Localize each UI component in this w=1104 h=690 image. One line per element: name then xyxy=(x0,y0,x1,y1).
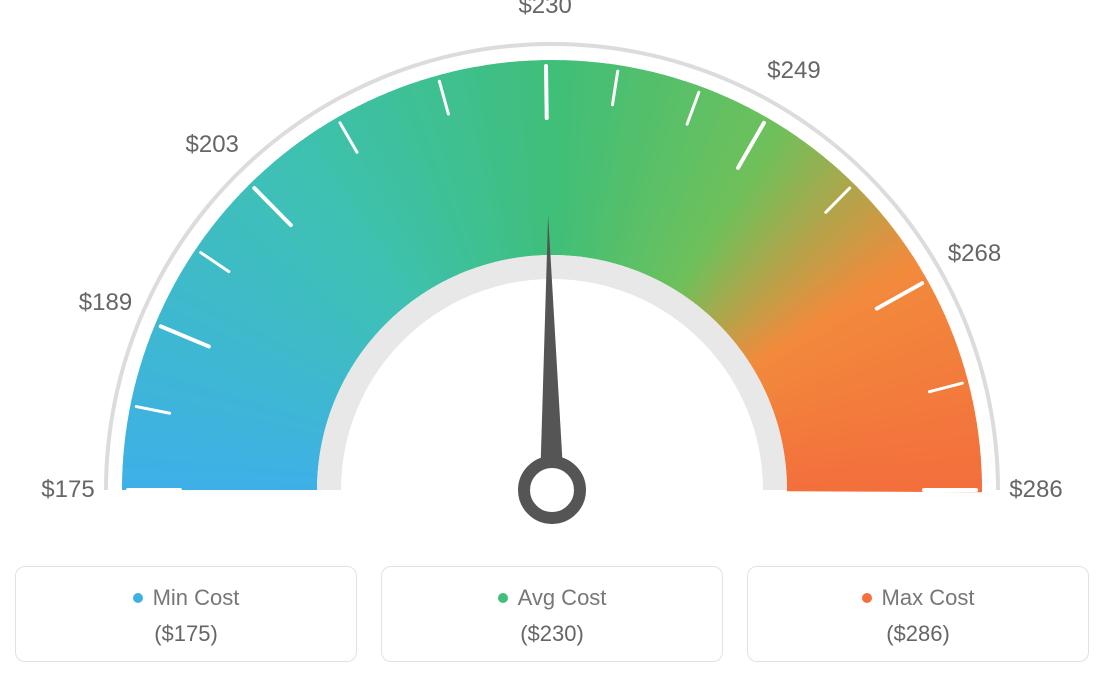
gauge-svg xyxy=(0,0,1104,560)
gauge-chart: $175 $189 $203 $230 $249 $268 $286 xyxy=(0,0,1104,560)
legend-min-value: ($175) xyxy=(26,621,346,647)
dot-icon xyxy=(498,593,508,603)
gauge-tick-label: $203 xyxy=(185,131,238,159)
legend-card-min: Min Cost ($175) xyxy=(15,566,357,662)
legend-min-label: Min Cost xyxy=(153,585,240,611)
gauge-tick-label: $230 xyxy=(518,0,571,20)
legend-card-avg: Avg Cost ($230) xyxy=(381,566,723,662)
gauge-tick-label: $286 xyxy=(1009,476,1062,504)
legend-max-title: Max Cost xyxy=(862,585,975,611)
legend-max-label: Max Cost xyxy=(882,585,975,611)
legend-avg-label: Avg Cost xyxy=(518,585,607,611)
gauge-tick-label: $175 xyxy=(41,476,94,504)
legend-avg-value: ($230) xyxy=(392,621,712,647)
legend-max-value: ($286) xyxy=(758,621,1078,647)
gauge-tick-label: $189 xyxy=(79,289,132,317)
legend-avg-title: Avg Cost xyxy=(498,585,607,611)
dot-icon xyxy=(133,593,143,603)
legend-row: Min Cost ($175) Avg Cost ($230) Max Cost… xyxy=(0,566,1104,662)
dot-icon xyxy=(862,593,872,603)
legend-card-max: Max Cost ($286) xyxy=(747,566,1089,662)
legend-min-title: Min Cost xyxy=(133,585,240,611)
gauge-tick-label: $249 xyxy=(767,57,820,85)
gauge-tick-label: $268 xyxy=(948,240,1001,268)
